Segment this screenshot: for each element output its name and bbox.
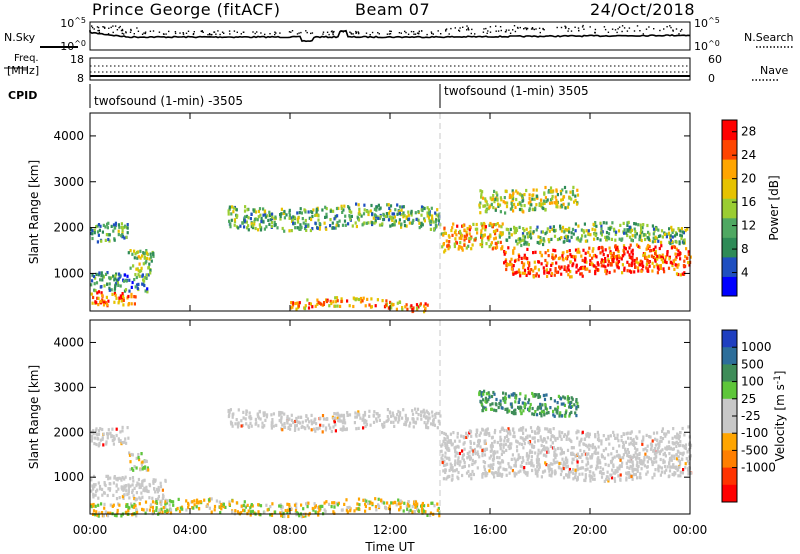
power-ytick-label: 2000 [53, 221, 84, 235]
velocity-colorbar-segment [722, 398, 737, 417]
nsearch-label: N.Search [744, 31, 794, 44]
velocity-colorbar-label: 25 [741, 392, 756, 406]
power-colorbar-label: 12 [741, 219, 756, 233]
nsky-label: N.Sky [4, 31, 36, 44]
nsearch-tick-bottom: 10^0 [694, 39, 720, 53]
freq-tick-top: 18 [70, 53, 84, 66]
velocity-colorbar-label: 500 [741, 357, 764, 371]
station-title: Prince George (fitACF) [92, 0, 281, 19]
nsky-tick-top: 10^5 [60, 16, 86, 30]
power-colorbar-label: 24 [741, 148, 756, 162]
power-colorbar-segment [722, 198, 737, 219]
nsky-trace [89, 29, 691, 43]
velocity-colorbar-label: -100 [741, 426, 768, 440]
velocity-ytick-label: 1000 [53, 470, 84, 484]
velocity-colorbar-label: -1000 [741, 461, 776, 475]
velocity-colorbar-segment [722, 433, 737, 451]
nsky-panel [89, 21, 691, 51]
time-tick-label: 20:00 [573, 523, 608, 537]
power-colorbar-segment [722, 217, 737, 238]
velocity-colorbar-segment [722, 450, 737, 469]
velocity-colorbar-segment [722, 416, 737, 434]
time-tick-label: 12:00 [373, 523, 408, 537]
power-ytick-label: 1000 [53, 266, 84, 280]
time-tick-label: 08:00 [273, 523, 308, 537]
velocity-ylabel: Slant Range [km] [27, 365, 41, 469]
velocity-colorbar-segment [722, 484, 737, 503]
power-colorbar-segment [722, 256, 737, 277]
velocity-colorbar-segment [722, 364, 737, 383]
velocity-ytick-label: 2000 [53, 425, 84, 439]
power-echo-cells [90, 185, 692, 314]
nsearch-dots [91, 24, 683, 36]
power-colorbar-segment [722, 178, 737, 199]
beam-title: Beam 07 [355, 0, 431, 19]
time-tick-label: 00:00 [73, 523, 108, 537]
power-colorbar-label: 20 [741, 172, 756, 186]
velocity-colorbar-label: -500 [741, 443, 768, 457]
power-ytick-label: 3000 [53, 175, 84, 189]
velocity-colorbar-segment [722, 467, 737, 486]
time-axis-label: Time UT [364, 540, 415, 554]
nave-tick-bottom: 0 [708, 72, 715, 85]
velocity-colorbar-label: 1000 [741, 340, 772, 354]
power-colorbar-label: 16 [741, 195, 756, 209]
freq-tick-bottom: 8 [77, 72, 84, 85]
freq-panel [89, 57, 691, 81]
freq-label: Freq. [14, 53, 39, 64]
power-colorbar-segment [722, 139, 737, 160]
velocity-colorbar-title: Velocity [m s-1] [773, 371, 787, 462]
power-colorbar-segment [722, 237, 737, 258]
nave-tick-top: 60 [708, 53, 722, 66]
power-colorbar-segment [722, 120, 737, 141]
power-ytick-label: 4000 [53, 129, 84, 143]
power-colorbar [722, 120, 737, 297]
velocity-colorbar-segment [722, 330, 737, 348]
velocity-colorbar-label: 100 [741, 375, 764, 389]
power-colorbar-segment [722, 159, 737, 180]
freq-unit-label: [MHz] [7, 64, 40, 77]
cpid-segment-1: twofsound (1-min) -3505 [94, 94, 243, 108]
time-tick-label: 16:00 [473, 523, 508, 537]
power-colorbar-title: Power [dB] [767, 175, 781, 240]
velocity-ytick-label: 3000 [53, 380, 84, 394]
velocity-colorbar-label: -25 [741, 409, 761, 423]
time-tick-label: 00:00 [673, 523, 708, 537]
power-colorbar-label: 8 [741, 242, 749, 256]
velocity-colorbar [722, 330, 737, 503]
cpid-label: CPID [8, 89, 38, 102]
velocity-colorbar-segment [722, 381, 737, 400]
power-colorbar-frame [721, 119, 738, 297]
time-tick-label: 04:00 [173, 523, 208, 537]
cpid-segment-2: twofsound (1-min) 3505 [444, 84, 589, 98]
nave-label: Nave [760, 64, 789, 77]
velocity-echo-cells [90, 389, 693, 519]
nsearch-tick-top: 10^5 [694, 16, 720, 30]
power-colorbar-segment [722, 276, 737, 297]
velocity-ytick-label: 4000 [53, 335, 84, 349]
power-colorbar-label: 4 [741, 266, 749, 280]
date-title: 24/Oct/2018 [590, 0, 696, 19]
power-ylabel: Slant Range [km] [27, 160, 41, 264]
velocity-colorbar-segment [722, 347, 737, 365]
power-colorbar-label: 28 [741, 125, 756, 139]
